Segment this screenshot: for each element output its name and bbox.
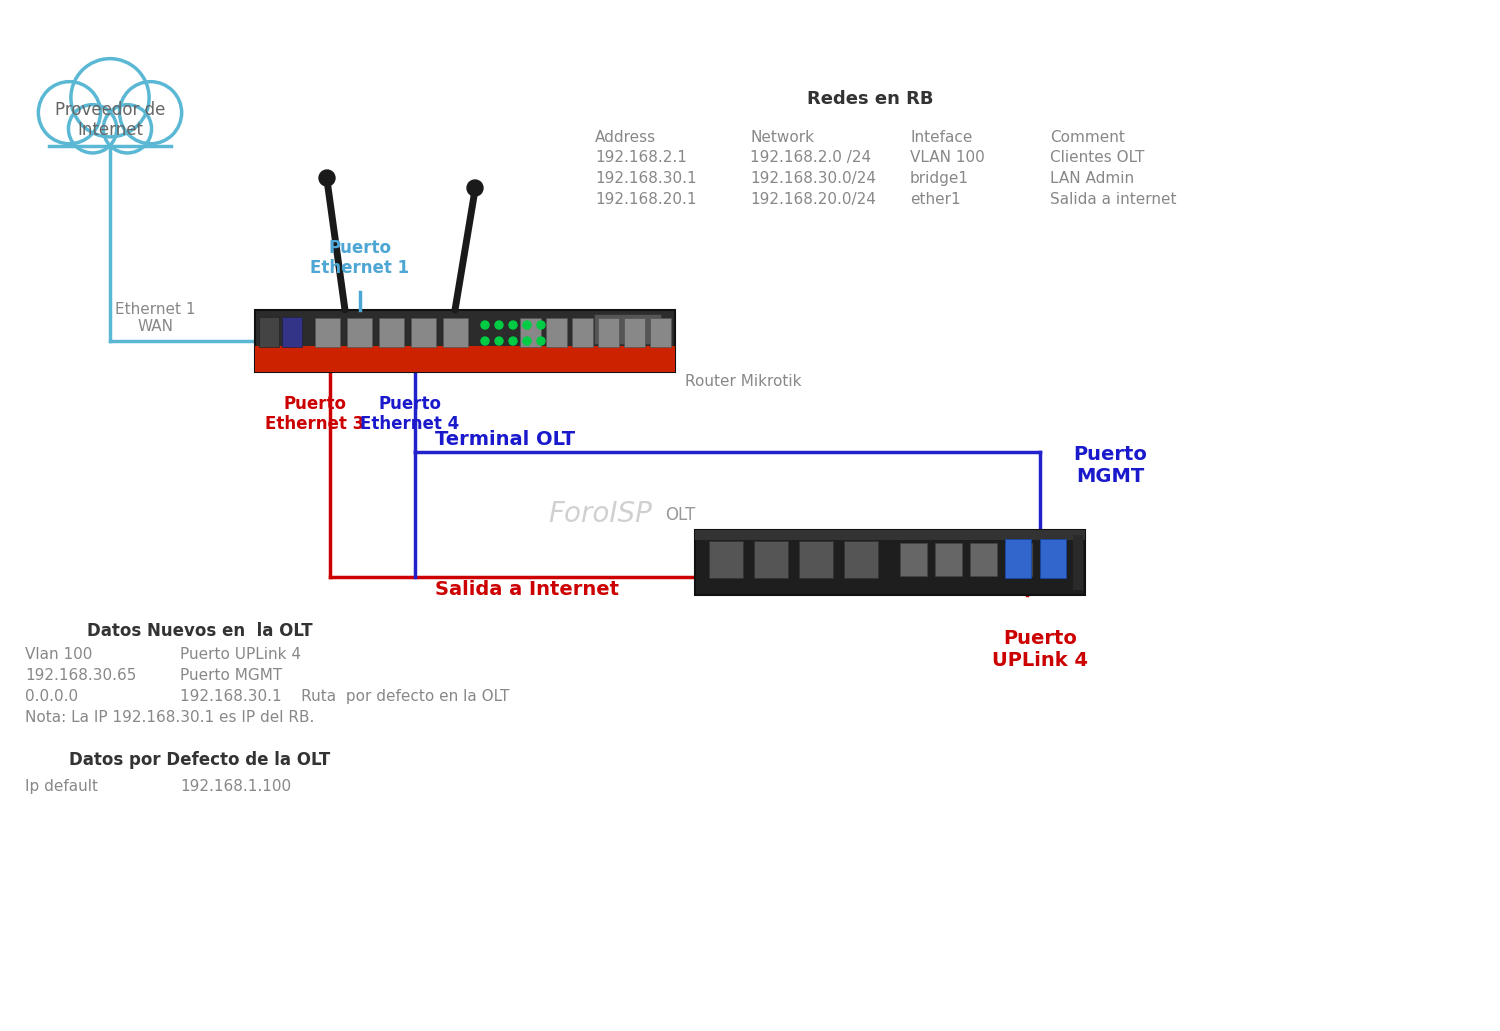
Circle shape	[482, 337, 489, 345]
FancyBboxPatch shape	[255, 346, 675, 372]
Text: Datos Nuevos en  la OLT: Datos Nuevos en la OLT	[87, 622, 314, 640]
Text: Puerto
MGMT: Puerto MGMT	[1072, 444, 1148, 486]
FancyBboxPatch shape	[650, 318, 670, 346]
Circle shape	[39, 81, 101, 143]
Text: Address: Address	[596, 130, 656, 145]
FancyBboxPatch shape	[934, 542, 962, 576]
FancyBboxPatch shape	[50, 109, 171, 146]
FancyBboxPatch shape	[315, 318, 339, 346]
FancyBboxPatch shape	[597, 318, 618, 346]
Circle shape	[320, 170, 334, 186]
FancyBboxPatch shape	[594, 314, 662, 344]
FancyBboxPatch shape	[255, 310, 675, 372]
Circle shape	[524, 337, 531, 345]
FancyBboxPatch shape	[519, 318, 540, 346]
Circle shape	[495, 321, 502, 329]
FancyBboxPatch shape	[710, 540, 742, 578]
Text: Puerto
UPLink 4: Puerto UPLink 4	[992, 630, 1088, 670]
Text: 192.168.30.65: 192.168.30.65	[26, 668, 136, 683]
Text: Redes en RB: Redes en RB	[807, 90, 933, 108]
Text: 192.168.20.1: 192.168.20.1	[596, 192, 696, 207]
Text: Puerto UPLink 4: Puerto UPLink 4	[180, 647, 302, 662]
Text: Salida a Internet: Salida a Internet	[435, 580, 620, 599]
Circle shape	[69, 105, 117, 153]
Text: Puerto MGMT: Puerto MGMT	[180, 668, 282, 683]
Text: 192.168.30.0/24: 192.168.30.0/24	[750, 171, 876, 186]
Text: 192.168.20.0/24: 192.168.20.0/24	[750, 192, 876, 207]
FancyBboxPatch shape	[378, 318, 404, 346]
Text: Datos por Defecto de la OLT: Datos por Defecto de la OLT	[69, 751, 330, 769]
FancyBboxPatch shape	[694, 530, 1084, 595]
Text: Puerto
Ethernet 3: Puerto Ethernet 3	[266, 395, 364, 433]
Text: bridge1: bridge1	[910, 171, 969, 186]
FancyBboxPatch shape	[844, 540, 877, 578]
Text: Puerto
Ethernet 1: Puerto Ethernet 1	[310, 238, 410, 277]
Text: Proveedor de
Internet: Proveedor de Internet	[56, 101, 165, 139]
Text: Puerto
Ethernet 4: Puerto Ethernet 4	[360, 395, 459, 433]
Text: 192.168.1.100: 192.168.1.100	[180, 779, 291, 794]
FancyBboxPatch shape	[754, 540, 788, 578]
Text: 192.168.30.1    Ruta  por defecto en la OLT: 192.168.30.1 Ruta por defecto en la OLT	[180, 689, 510, 704]
Text: Clientes OLT: Clientes OLT	[1050, 149, 1144, 165]
Circle shape	[495, 337, 502, 345]
Circle shape	[104, 105, 152, 153]
Text: 0.0.0.0: 0.0.0.0	[26, 689, 78, 704]
Circle shape	[537, 337, 544, 345]
FancyBboxPatch shape	[411, 318, 435, 346]
Text: Nota: La IP 192.168.30.1 es IP del RB.: Nota: La IP 192.168.30.1 es IP del RB.	[26, 710, 315, 725]
FancyBboxPatch shape	[694, 530, 1084, 540]
Text: VLAN 100: VLAN 100	[910, 149, 984, 165]
FancyBboxPatch shape	[282, 317, 302, 347]
Text: Router Mikrotik: Router Mikrotik	[686, 374, 801, 390]
Text: Vlan 100: Vlan 100	[26, 647, 93, 662]
Text: ForoISP: ForoISP	[548, 500, 652, 529]
Text: Ethernet 1
WAN: Ethernet 1 WAN	[114, 302, 195, 334]
FancyBboxPatch shape	[572, 318, 592, 346]
Text: OLT: OLT	[664, 506, 694, 524]
FancyBboxPatch shape	[900, 542, 927, 576]
Circle shape	[482, 321, 489, 329]
FancyBboxPatch shape	[1005, 542, 1032, 576]
Text: Comment: Comment	[1050, 130, 1125, 145]
FancyBboxPatch shape	[624, 318, 645, 346]
Circle shape	[524, 321, 531, 329]
Circle shape	[509, 321, 518, 329]
FancyBboxPatch shape	[1040, 539, 1065, 578]
FancyBboxPatch shape	[1005, 539, 1031, 578]
Text: Salida a internet: Salida a internet	[1050, 192, 1176, 207]
Circle shape	[466, 180, 483, 196]
Circle shape	[70, 59, 148, 137]
Text: Terminal OLT: Terminal OLT	[435, 430, 574, 448]
FancyBboxPatch shape	[1072, 535, 1083, 590]
Text: ether1: ether1	[910, 192, 960, 207]
FancyBboxPatch shape	[546, 318, 567, 346]
Text: Network: Network	[750, 130, 814, 145]
Circle shape	[120, 81, 182, 143]
Text: Inteface: Inteface	[910, 130, 972, 145]
Circle shape	[537, 321, 544, 329]
Text: LAN Admin: LAN Admin	[1050, 171, 1134, 186]
FancyBboxPatch shape	[346, 318, 372, 346]
FancyBboxPatch shape	[260, 317, 279, 347]
Text: 192.168.2.0 /24: 192.168.2.0 /24	[750, 149, 872, 165]
Text: Ip default: Ip default	[26, 779, 98, 794]
Text: 192.168.2.1: 192.168.2.1	[596, 149, 687, 165]
FancyBboxPatch shape	[969, 542, 996, 576]
FancyBboxPatch shape	[442, 318, 468, 346]
FancyBboxPatch shape	[800, 540, 832, 578]
Circle shape	[509, 337, 518, 345]
Text: 192.168.30.1: 192.168.30.1	[596, 171, 696, 186]
